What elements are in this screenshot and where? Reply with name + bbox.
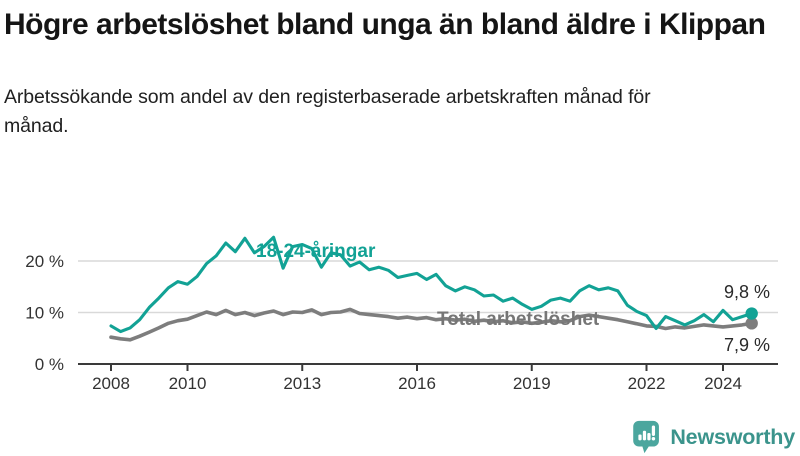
chart-area: 0 % 10 % 20 % 2008 2010 2013 2016 2019 2022 2024 … <box>0 6 800 456</box>
chart-card: Högre arbetslöshet bland unga än bland ä… <box>0 6 800 456</box>
series-label-total: Total arbetslöshet <box>437 309 600 330</box>
svg-text:0 %: 0 % <box>35 355 64 374</box>
svg-text:2010: 2010 <box>169 374 207 393</box>
newsworthy-logo[interactable]: Newsworthy <box>630 420 795 454</box>
unemployment-line-chart: 0 % 10 % 20 % 2008 2010 2013 2016 2019 2022 2024 <box>25 235 778 393</box>
svg-text:2013: 2013 <box>283 374 321 393</box>
svg-text:2016: 2016 <box>398 374 436 393</box>
newsworthy-wordmark: Newsworthy <box>670 424 795 449</box>
end-value-label-total: 7,9 % <box>723 335 770 355</box>
end-value-label-young: 9,8 % <box>723 282 770 302</box>
series-label-young: 18-24-åringar <box>256 241 376 262</box>
newsworthy-bubble-chart-icon <box>633 420 660 454</box>
svg-text:2022: 2022 <box>628 374 666 393</box>
page-subtitle: Arbetssökande som andel av den registerb… <box>4 86 651 137</box>
svg-text:2008: 2008 <box>92 374 130 393</box>
svg-text:10 %: 10 % <box>25 304 64 323</box>
svg-text:2019: 2019 <box>513 374 551 393</box>
svg-text:2024: 2024 <box>704 374 742 393</box>
svg-text:20 %: 20 % <box>25 252 64 271</box>
page-title: Högre arbetslöshet bland unga än bland ä… <box>4 8 766 41</box>
